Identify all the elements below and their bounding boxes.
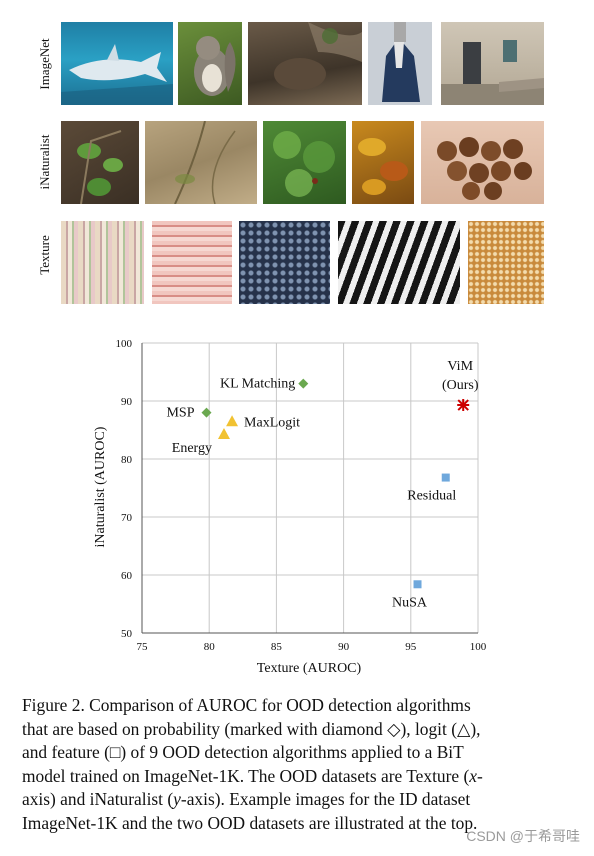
imagenet-image-shark xyxy=(61,22,173,105)
caption-x-symbol: x xyxy=(469,765,477,786)
y-tick-label: 90 xyxy=(121,396,133,408)
point-label: MaxLogit xyxy=(244,415,300,430)
point-label: ViM (Ours) xyxy=(442,359,479,393)
texture-image-zebra xyxy=(338,221,460,304)
square-marker xyxy=(441,473,450,482)
caption-line-2: that are based on probability (marked wi… xyxy=(22,718,481,739)
imagenet-image-object xyxy=(368,22,432,105)
x-tick-label: 75 xyxy=(137,641,149,653)
auroc-scatter-chart: 75 80 85 90 95 100 50 60 70 80 90 100 KL Matching MS… xyxy=(93,338,487,676)
point-label: Residual xyxy=(407,489,456,504)
y-axis-label: iNaturalist (AUROC) xyxy=(93,426,108,547)
texture-image-knit xyxy=(239,221,330,304)
point-label-line: (Ours) xyxy=(442,378,479,393)
caption-line-5-rest: -axis). Example images for the ID datase… xyxy=(180,789,471,810)
watermark: CSDN @于希哥哇 xyxy=(466,828,580,844)
x-tick-label: 85 xyxy=(271,641,283,653)
imagenet-image-squirrel xyxy=(178,22,242,105)
y-tick-label: 60 xyxy=(121,570,133,582)
y-tick-label: 100 xyxy=(116,338,133,350)
diamond-marker xyxy=(201,407,212,418)
caption-line-1: Figure 2. Comparison of AUROC for OOD de… xyxy=(22,695,471,715)
chart-tick-labels: 75 80 85 90 95 100 50 60 70 80 90 100 xyxy=(116,338,487,653)
x-tick-label: 80 xyxy=(204,641,216,653)
y-tick-label: 70 xyxy=(121,512,133,524)
point-label: NuSA xyxy=(392,595,428,610)
texture-image-pink-texture xyxy=(152,221,232,304)
point-label: KL Matching xyxy=(220,377,295,392)
chart-marks xyxy=(201,378,470,589)
chart-grid xyxy=(142,342,479,633)
caption-line-4: model trained on ImageNet-1K. The OOD da… xyxy=(22,765,574,789)
figure-caption: Figure 2. Comparison of AUROC for OOD de… xyxy=(22,694,574,836)
diamond-marker xyxy=(298,378,309,389)
caption-line-5-text: axis) and iNaturalist ( xyxy=(22,789,174,810)
caption-hyphen: - xyxy=(476,765,483,786)
triangle-marker xyxy=(217,428,230,440)
inaturalist-image-plant xyxy=(61,121,139,204)
star-marker xyxy=(457,399,470,412)
triangle-marker xyxy=(226,415,239,427)
caption-line-4-text: model trained on ImageNet-1K. The OOD da… xyxy=(22,765,470,786)
caption-y-symbol: y xyxy=(173,789,181,810)
x-tick-label: 100 xyxy=(470,641,487,653)
imagenet-image-building xyxy=(441,22,544,105)
y-tick-label: 80 xyxy=(121,454,133,466)
point-label-line: ViM xyxy=(447,359,473,374)
inaturalist-image-grass xyxy=(145,121,257,204)
caption-line-5: axis) and iNaturalist (y-axis). Example … xyxy=(22,788,574,812)
point-label: Energy xyxy=(172,441,212,456)
point-label: MSP xyxy=(166,406,194,421)
chart-axes xyxy=(141,343,478,634)
caption-line-6: ImageNet-1K and the two OOD datasets are… xyxy=(22,812,478,833)
texture-image-stripes xyxy=(61,221,144,304)
texture-image-sponge xyxy=(468,221,544,304)
chart-point-labels: KL Matching MSP MaxLogit Energy ViM (Ours) Res… xyxy=(166,359,478,610)
y-tick-label: 50 xyxy=(121,628,133,640)
row-label-imagenet: ImageNet xyxy=(37,38,52,90)
imagenet-image-hedgehog xyxy=(248,22,362,105)
x-tick-label: 95 xyxy=(405,641,417,653)
caption-line-3: and feature (□) of 9 OOD detection algor… xyxy=(22,742,464,763)
x-axis-label: Texture (AUROC) xyxy=(257,661,362,676)
row-label-texture: Texture xyxy=(37,235,52,275)
inaturalist-image-nuts xyxy=(421,121,544,204)
x-tick-label: 90 xyxy=(338,641,350,653)
square-marker xyxy=(413,580,422,589)
inaturalist-image-shrub xyxy=(263,121,346,204)
inaturalist-image-autumn-leaves xyxy=(352,121,414,204)
row-label-inaturalist: iNaturalist xyxy=(37,134,52,190)
